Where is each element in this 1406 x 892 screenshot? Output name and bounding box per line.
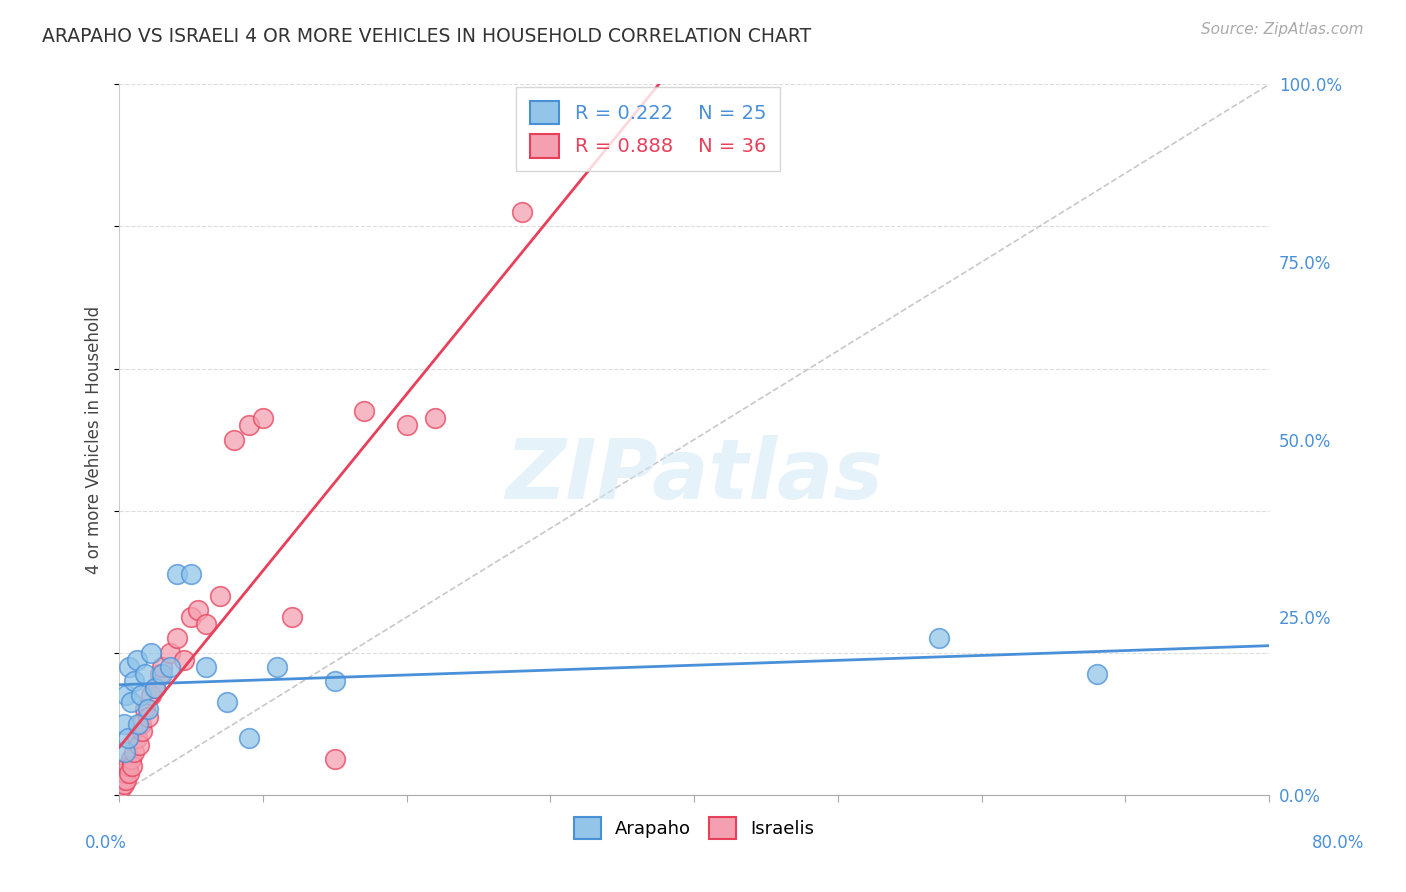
Point	[120, 752, 142, 766]
Point	[115, 688, 138, 702]
Point	[129, 716, 152, 731]
Point	[180, 610, 202, 624]
Text: Source: ZipAtlas.com: Source: ZipAtlas.com	[1201, 22, 1364, 37]
Point	[136, 702, 159, 716]
Point	[194, 617, 217, 632]
Point	[110, 780, 132, 795]
Point	[122, 745, 145, 759]
Point	[127, 716, 149, 731]
Point	[122, 673, 145, 688]
Y-axis label: 4 or more Vehicles in Household: 4 or more Vehicles in Household	[86, 305, 103, 574]
Point	[134, 666, 156, 681]
Point	[120, 695, 142, 709]
Text: 0.0%: 0.0%	[84, 834, 127, 852]
Point	[134, 702, 156, 716]
Point	[121, 759, 143, 773]
Point	[159, 660, 181, 674]
Point	[238, 731, 260, 745]
Point	[215, 695, 238, 709]
Point	[111, 773, 134, 788]
Point	[112, 777, 135, 791]
Point	[129, 688, 152, 702]
Point	[136, 709, 159, 723]
Point	[114, 745, 136, 759]
Point	[510, 205, 533, 219]
Point	[180, 567, 202, 582]
Point	[150, 666, 173, 681]
Point	[143, 681, 166, 695]
Point	[139, 646, 162, 660]
Text: ZIPatlas: ZIPatlas	[505, 434, 883, 516]
Point	[166, 632, 188, 646]
Point	[1085, 666, 1108, 681]
Text: 80.0%: 80.0%	[1312, 834, 1365, 852]
Point	[148, 666, 170, 681]
Point	[252, 411, 274, 425]
Point	[323, 673, 346, 688]
Legend: R = 0.222    N = 25, R = 0.888    N = 36: R = 0.222 N = 25, R = 0.888 N = 36	[516, 87, 780, 171]
Point	[238, 418, 260, 433]
Point	[266, 660, 288, 674]
Point	[114, 766, 136, 780]
Point	[425, 411, 447, 425]
Point	[187, 603, 209, 617]
Point	[128, 738, 150, 752]
Point	[131, 723, 153, 738]
Point	[173, 653, 195, 667]
Text: ARAPAHO VS ISRAELI 4 OR MORE VEHICLES IN HOUSEHOLD CORRELATION CHART: ARAPAHO VS ISRAELI 4 OR MORE VEHICLES IN…	[42, 27, 811, 45]
Point	[115, 773, 138, 788]
Point	[125, 731, 148, 745]
Point	[125, 653, 148, 667]
Point	[159, 646, 181, 660]
Point	[224, 433, 246, 447]
Point	[117, 759, 139, 773]
Point	[208, 589, 231, 603]
Point	[139, 688, 162, 702]
Point	[118, 660, 141, 674]
Point	[353, 404, 375, 418]
Point	[118, 766, 141, 780]
Point	[927, 632, 949, 646]
Point	[395, 418, 418, 433]
Point	[150, 660, 173, 674]
Point	[194, 660, 217, 674]
Point	[280, 610, 302, 624]
Point	[112, 716, 135, 731]
Point	[166, 567, 188, 582]
Point	[143, 681, 166, 695]
Point	[117, 731, 139, 745]
Point	[323, 752, 346, 766]
